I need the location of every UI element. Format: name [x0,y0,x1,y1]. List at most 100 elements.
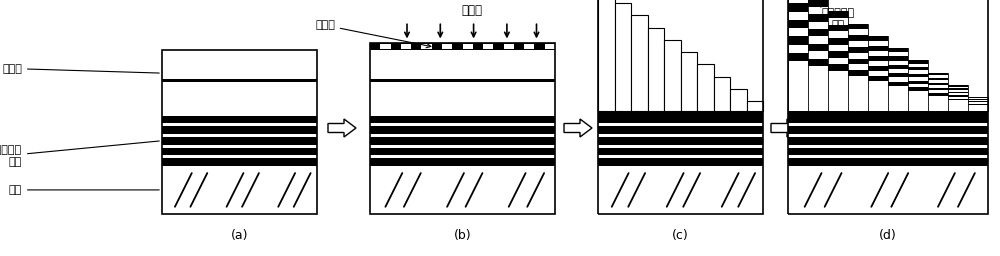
Bar [788,45,808,53]
Bar [808,0,828,111]
Bar [598,158,763,166]
Bar [908,64,928,67]
Bar [928,83,948,85]
Bar [848,47,868,53]
Bar [162,126,317,134]
Bar [162,155,317,158]
Bar [928,95,948,111]
Bar [928,90,948,93]
Bar [888,65,908,69]
Bar [968,104,988,105]
Bar [370,137,555,144]
Bar [504,44,514,50]
Text: 第一高反射
膜堆: 第一高反射 膜堆 [0,141,159,167]
Bar [888,61,908,65]
Bar [848,41,868,47]
Bar [788,116,988,123]
Bar [432,44,442,50]
Bar [370,44,380,50]
Bar [370,144,555,148]
Bar [868,46,888,51]
Bar [411,44,421,50]
Bar [162,144,317,148]
Bar [714,77,730,111]
Bar [598,134,763,137]
Bar [462,44,473,50]
Bar [828,51,848,58]
Bar [788,4,808,12]
Bar [598,137,763,144]
FancyArrow shape [328,119,356,137]
Bar [868,36,888,111]
Bar [968,99,988,100]
Bar [598,144,763,148]
Bar [162,134,317,137]
Bar [598,111,763,116]
Bar [162,79,317,82]
Bar [848,35,868,41]
Bar [948,95,968,97]
Bar [888,48,908,111]
Bar [380,44,391,50]
Bar [370,49,555,50]
Bar [162,137,317,144]
Bar [928,78,948,80]
Text: 基底: 基底 [9,185,159,195]
Bar [808,51,828,59]
Bar [370,126,555,134]
Bar [370,79,555,82]
Bar [483,44,493,50]
Bar [598,116,763,123]
Bar [162,123,317,126]
Bar [788,166,988,214]
Bar [598,0,614,111]
Bar [828,38,848,45]
Bar [524,44,534,50]
Bar [788,37,808,45]
Bar [493,44,504,50]
Bar [808,14,828,22]
Bar [370,158,555,166]
Bar [808,36,828,44]
Bar [788,134,988,137]
Bar [788,12,808,20]
Bar [162,166,317,214]
Bar [888,73,908,77]
Bar [788,158,988,166]
Bar [868,71,888,76]
Bar [868,36,888,41]
Bar [788,155,988,158]
Bar [888,52,908,57]
Bar [908,70,928,74]
Bar [828,31,848,38]
Bar [948,93,968,95]
Bar [788,137,988,144]
Bar [664,40,680,111]
Bar [888,57,908,61]
Bar [534,44,545,50]
Bar [908,74,928,77]
Bar [788,53,808,61]
Text: (a): (a) [231,229,248,242]
Bar [808,66,828,111]
Bar [598,123,763,126]
Bar [968,103,988,104]
Text: 掩模版: 掩模版 [315,20,431,48]
Text: 间隔层: 间隔层 [2,63,159,73]
Bar [162,116,317,123]
Bar [908,60,928,111]
Bar [868,61,888,66]
Bar [928,75,948,78]
Text: 第二高反射
膜堆: 第二高反射 膜堆 [819,3,855,30]
Bar [788,20,808,28]
Bar [598,126,763,134]
Bar [545,44,555,50]
Bar [948,99,968,100]
Bar [848,70,868,76]
Bar [928,73,948,75]
Bar [848,53,868,59]
Bar [370,155,555,158]
Bar [808,59,828,66]
Bar [928,88,948,90]
Bar [370,166,555,214]
